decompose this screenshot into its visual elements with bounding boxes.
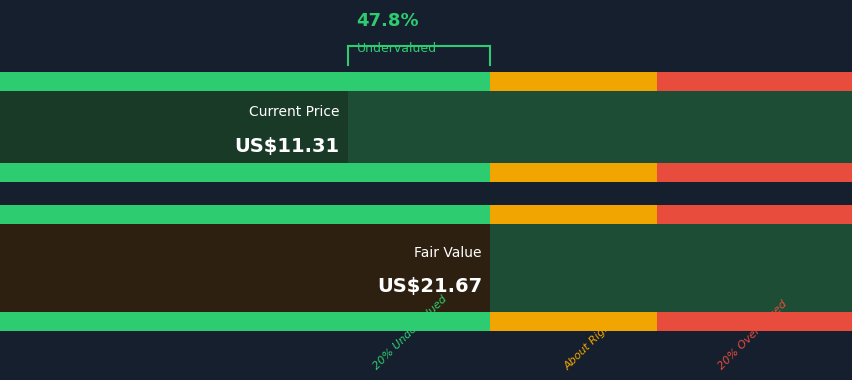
Bar bbox=[0, 224, 852, 312]
Bar bbox=[0, 182, 852, 205]
Text: US$21.67: US$21.67 bbox=[377, 277, 481, 296]
Bar bbox=[0, 224, 490, 312]
Text: Fair Value: Fair Value bbox=[414, 246, 481, 260]
Text: 20% Undervalued: 20% Undervalued bbox=[371, 294, 448, 372]
Bar bbox=[0, 91, 348, 163]
Text: 20% Overvalued: 20% Overvalued bbox=[716, 299, 788, 372]
Text: Current Price: Current Price bbox=[249, 105, 339, 119]
Text: US$11.31: US$11.31 bbox=[234, 137, 339, 156]
Bar bbox=[0, 91, 852, 163]
Bar bbox=[656, 72, 852, 331]
Bar bbox=[0, 72, 490, 331]
Bar bbox=[490, 72, 656, 331]
Text: About Right: About Right bbox=[562, 318, 616, 372]
Text: 47.8%: 47.8% bbox=[356, 13, 418, 30]
Text: Undervalued: Undervalued bbox=[356, 42, 436, 55]
